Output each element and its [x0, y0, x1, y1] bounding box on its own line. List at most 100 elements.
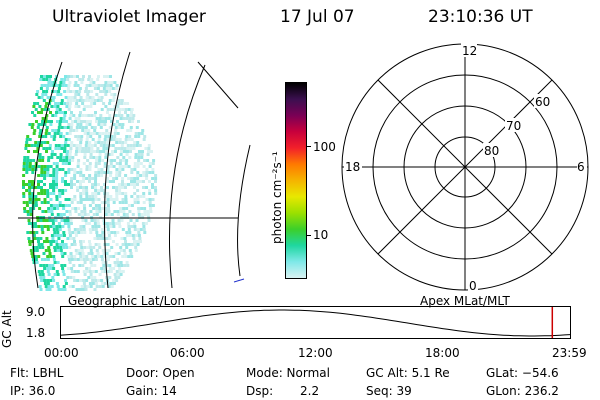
aurora-pixel [65, 159, 69, 162]
aurora-pixel [125, 207, 129, 210]
aurora-pixel [105, 264, 109, 267]
aurora-pixel [52, 186, 55, 189]
aurora-pixel [57, 147, 61, 150]
aurora-pixel [133, 168, 137, 171]
aurora-pixel [31, 192, 35, 195]
aurora-pixel [118, 267, 122, 270]
aurora-pixel [33, 222, 37, 225]
aurora-pixel [103, 282, 107, 285]
aurora-pixel [88, 162, 92, 165]
aurora-pixel [109, 270, 113, 273]
aurora-pixel [112, 177, 116, 180]
aurora-pixel [59, 156, 63, 159]
aurora-pixel [40, 201, 44, 204]
aurora-pixel [50, 234, 54, 237]
aurora-pixel [82, 180, 85, 183]
aurora-pixel [124, 162, 128, 165]
aurora-pixel [89, 261, 93, 264]
aurora-pixel [88, 228, 92, 231]
aurora-pixel [65, 132, 69, 135]
aurora-pixel [81, 126, 85, 129]
aurora-pixel [114, 114, 118, 117]
aurora-pixel [134, 156, 138, 159]
mlt-line-diag [377, 79, 553, 255]
aurora-pixel [142, 201, 146, 204]
aurora-pixel [141, 129, 145, 132]
aurora-pixel [88, 243, 92, 246]
aurora-pixel [112, 165, 116, 168]
aurora-pixel [78, 252, 82, 255]
aurora-pixel [29, 159, 33, 162]
aurora-pixel [106, 138, 110, 141]
aurora-pixel [35, 246, 39, 249]
aurora-pixel [80, 213, 84, 216]
aurora-pixel [22, 168, 26, 171]
aurora-pixel [33, 144, 37, 147]
aurora-pixel [97, 123, 101, 126]
aurora-pixel [93, 237, 97, 240]
aurora-pixel [110, 120, 113, 123]
aurora-pixel [103, 162, 107, 165]
aurora-pixel [75, 288, 79, 291]
aurora-pixel [134, 132, 138, 135]
geo-meridian-line [32, 61, 63, 289]
geographic-label: Geographic Lat/Lon [68, 294, 186, 308]
aurora-pixel [84, 147, 88, 150]
aurora-pixel [117, 264, 121, 267]
aurora-pixel [45, 288, 49, 291]
aurora-pixel [54, 144, 58, 147]
aurora-pixel [59, 93, 63, 96]
aurora-pixel [94, 195, 98, 198]
aurora-pixel [52, 258, 56, 261]
aurora-pixel [55, 186, 58, 189]
aurora-pixel [123, 237, 127, 240]
aurora-pixel [93, 99, 97, 102]
aurora-pixel [73, 183, 76, 186]
aurora-pixel [94, 162, 98, 165]
aurora-pixel [137, 120, 140, 123]
aurora-pixel [49, 174, 53, 177]
aurora-pixel [84, 87, 88, 90]
aurora-pixel [43, 141, 47, 144]
aurora-pixel [110, 117, 114, 120]
aurora-pixel [34, 204, 38, 207]
aurora-pixel [147, 150, 150, 153]
aurora-pixel [78, 126, 82, 129]
x-tick-1800: 18:00 [425, 346, 460, 360]
aurora-pixel [83, 285, 87, 288]
aurora-pixel [37, 270, 41, 273]
aurora-pixel [94, 84, 98, 87]
aurora-pixel [23, 210, 27, 213]
aurora-pixel [117, 252, 121, 255]
aurora-pixel [64, 174, 68, 177]
aurora-pixel [88, 123, 92, 126]
aurora-pixel [136, 189, 140, 192]
aurora-pixel [97, 198, 101, 201]
aurora-pixel [124, 111, 127, 114]
aurora-pixel [23, 156, 27, 159]
aurora-pixel [74, 207, 78, 210]
aurora-pixel [38, 285, 42, 288]
aurora-pixel [69, 276, 73, 279]
aurora-pixel [137, 234, 141, 237]
aurora-pixel [31, 255, 35, 258]
aurora-pixel [100, 189, 104, 192]
aurora-pixel [52, 204, 56, 207]
aurora-pixel [148, 162, 152, 165]
aurora-pixel [37, 96, 41, 99]
aurora-pixel [106, 258, 110, 261]
aurora-pixel [121, 180, 124, 183]
aurora-pixel [71, 285, 75, 288]
aurora-pixel [122, 207, 126, 210]
aurora-pixel [115, 123, 119, 126]
aurora-pixel [28, 183, 31, 186]
aurora-pixel [58, 189, 62, 192]
aurora-pixel [70, 201, 74, 204]
aurora-pixel [136, 165, 140, 168]
aurora-pixel [45, 90, 49, 93]
aurora-pixel [106, 186, 109, 189]
aurora-pixel [59, 159, 63, 162]
aurora-pixel [69, 126, 73, 129]
aurora-pixel [107, 81, 111, 84]
aurora-pixel [57, 237, 61, 240]
